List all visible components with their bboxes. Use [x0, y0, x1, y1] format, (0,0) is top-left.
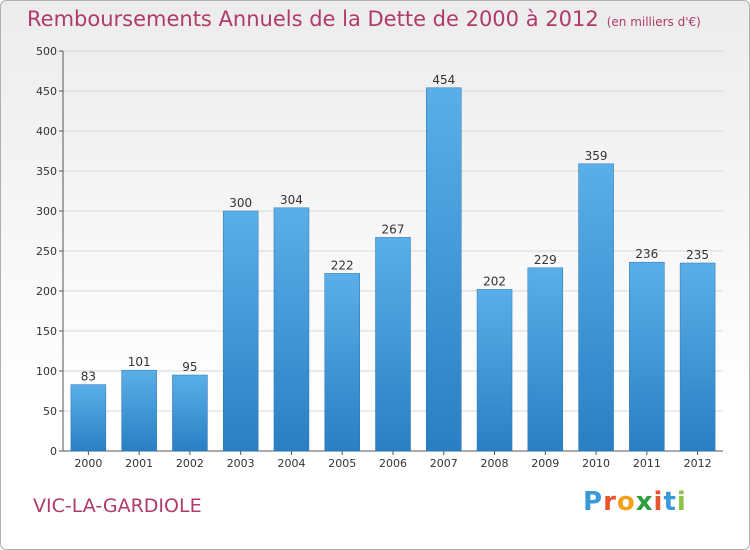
- x-tick-label-2009: 2009: [531, 457, 559, 470]
- bar-2009: [527, 267, 564, 452]
- x-tick-label-2000: 2000: [74, 457, 102, 470]
- x-tick-label-2012: 2012: [684, 457, 712, 470]
- value-label-2007: 454: [432, 73, 455, 87]
- x-tick-label-2011: 2011: [633, 457, 661, 470]
- x-tick-label-2003: 2003: [227, 457, 255, 470]
- y-tick-label: 300: [36, 205, 57, 218]
- chart-title: Remboursements Annuels de la Dette de 20…: [27, 7, 701, 31]
- x-tick-label-2002: 2002: [176, 457, 204, 470]
- logo-letter: t: [663, 487, 677, 517]
- value-label-2002: 95: [182, 360, 197, 374]
- place-name: VIC-LA-GARDIOLE: [33, 495, 202, 517]
- bar-2005: [324, 273, 360, 452]
- value-label-2006: 267: [382, 222, 405, 236]
- chart-unit: (en milliers d'€): [606, 15, 701, 29]
- bar-2003: [222, 210, 259, 452]
- value-label-2005: 222: [331, 258, 354, 272]
- x-tick-label-2004: 2004: [277, 457, 305, 470]
- bar-2007: [426, 87, 462, 452]
- value-label-2008: 202: [483, 274, 506, 288]
- bar-2004: [273, 207, 310, 452]
- y-tick-label: 400: [36, 125, 57, 138]
- y-tick-labels: 0 50 100 150 200 250 300 350 400 450 500: [36, 45, 57, 458]
- logo-letter: x: [635, 487, 654, 517]
- x-tick-label-2007: 2007: [430, 457, 458, 470]
- y-tick-label: 150: [36, 325, 57, 338]
- x-tick-label-2001: 2001: [125, 457, 153, 470]
- bar-2002: [172, 374, 208, 452]
- value-label-2001: 101: [128, 355, 151, 369]
- value-labels: 83 101 95 300 304 222 267 454 202 229 359 236 235: [81, 73, 709, 384]
- value-label-2012: 235: [686, 248, 709, 262]
- y-tick-label: 350: [36, 165, 57, 178]
- bar-2010: [578, 163, 614, 452]
- bar-2006: [375, 237, 411, 452]
- bars: [70, 87, 716, 452]
- value-label-2010: 359: [585, 149, 608, 163]
- chart-title-text: Remboursements Annuels de la Dette de 20…: [27, 7, 599, 31]
- bar-2008: [476, 289, 513, 452]
- y-tick-label: 0: [50, 445, 57, 458]
- logo-letter: o: [616, 487, 636, 517]
- x-tick-label-2005: 2005: [328, 457, 356, 470]
- logo-letter: i: [653, 487, 664, 517]
- bar-2012: [679, 262, 716, 452]
- x-tick-labels: 2000 2001 2002 2003 2004 2005 2006 2007 2008 2009…: [74, 457, 711, 470]
- y-tick-label: 500: [36, 45, 57, 58]
- value-label-2011: 236: [635, 247, 658, 261]
- value-label-2000: 83: [81, 370, 96, 384]
- logo-letter: i: [676, 487, 687, 517]
- x-tick-label-2010: 2010: [582, 457, 610, 470]
- x-tick-label-2006: 2006: [379, 457, 407, 470]
- y-tick-label: 50: [43, 405, 57, 418]
- value-label-2003: 300: [229, 196, 252, 210]
- logo-letter: P: [583, 487, 604, 517]
- bar-2000: [70, 384, 107, 452]
- value-label-2009: 229: [534, 253, 557, 267]
- bar-2001: [121, 369, 157, 452]
- y-tick-label: 200: [36, 285, 57, 298]
- y-tick-label: 450: [36, 85, 57, 98]
- y-tick-label: 250: [36, 245, 57, 258]
- proxiti-logo: Proxiti: [583, 487, 687, 517]
- logo-letter: r: [603, 487, 617, 517]
- bar-2011: [629, 261, 665, 452]
- value-label-2004: 304: [280, 193, 303, 207]
- x-tick-label-2008: 2008: [481, 457, 509, 470]
- y-tick-label: 100: [36, 365, 57, 378]
